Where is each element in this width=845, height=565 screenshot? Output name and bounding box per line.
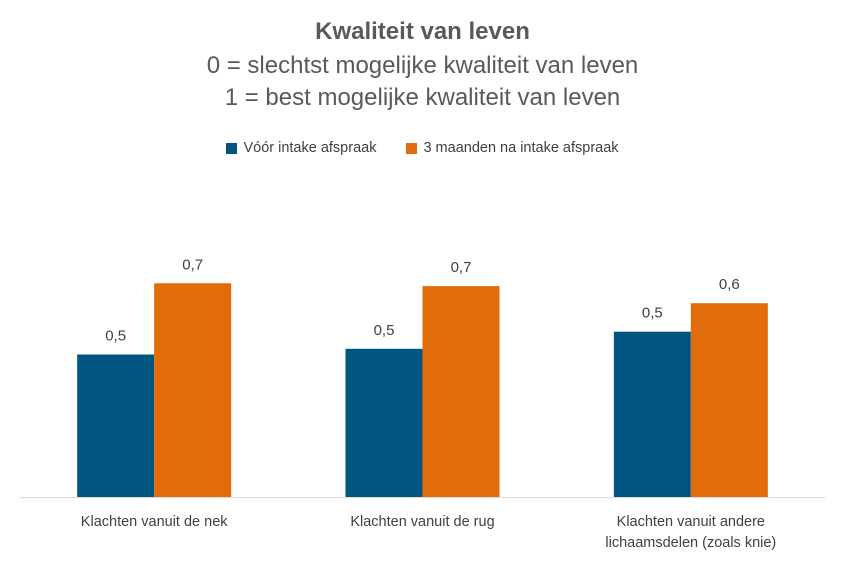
- category-label-0: Klachten vanuit de nek: [24, 512, 284, 533]
- chart-legend: Vóór intake afspraak 3 maanden na intake…: [0, 140, 845, 156]
- bar-before-1: [345, 348, 423, 497]
- chart-subtitle-line-1: 0 = slechtst mogelijke kwaliteit van lev…: [206, 52, 639, 79]
- data-label-before-2: 0,5: [642, 305, 663, 322]
- data-label-after-1: 0,7: [451, 259, 472, 276]
- category-label-2-line-0: Klachten vanuit andere: [616, 514, 765, 530]
- data-label-after-2: 0,6: [719, 276, 740, 293]
- chart-title-block: Kwaliteit van leven 0 = slechtst mogelij…: [0, 14, 845, 114]
- data-label-before-0: 0,5: [105, 328, 126, 345]
- legend-label-after: 3 maanden na intake afspraak: [423, 140, 619, 156]
- category-label-0-line-0: Klachten vanuit de nek: [80, 514, 228, 530]
- bar-after-0: [154, 283, 232, 497]
- legend-item-before: Vóór intake afspraak: [226, 140, 376, 156]
- legend-label-before: Vóór intake afspraak: [243, 140, 377, 156]
- bar-after-1: [422, 286, 500, 497]
- category-label-2: Klachten vanuit andere lichaamsdelen (zoa…: [561, 512, 821, 554]
- data-label-before-1: 0,5: [374, 322, 395, 339]
- category-label-1-line-0: Klachten vanuit de rug: [350, 514, 495, 530]
- category-label-1: Klachten vanuit de rug: [293, 512, 553, 533]
- bar-before-0: [77, 354, 155, 497]
- bar-after-2: [690, 303, 768, 497]
- legend-item-after: 3 maanden na intake afspraak: [406, 140, 619, 156]
- category-label-2-line-1: lichaamsdelen (zoals knie): [605, 535, 777, 551]
- data-label-after-0: 0,7: [182, 256, 203, 273]
- chart-title: Kwaliteit van leven: [315, 18, 530, 45]
- legend-swatch-after: [406, 142, 418, 154]
- bar-before-2: [613, 331, 691, 497]
- legend-swatch-before: [226, 142, 238, 154]
- chart-subtitle-line-2: 1 = best mogelijke kwaliteit van leven: [224, 84, 621, 111]
